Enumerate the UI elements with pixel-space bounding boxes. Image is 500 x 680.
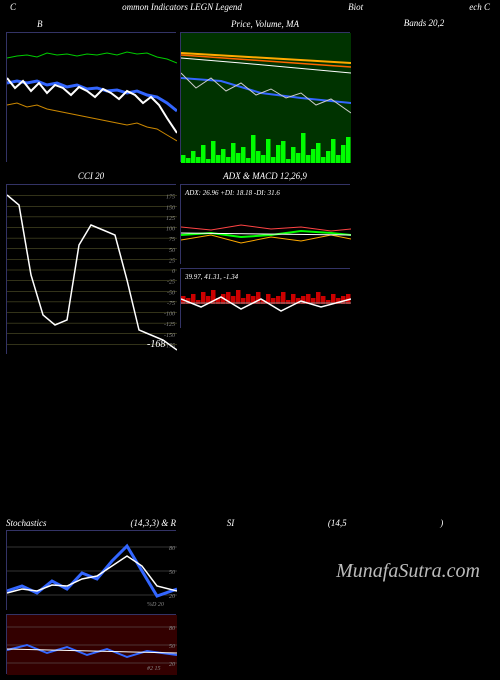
bollinger-title: B xyxy=(7,19,175,29)
svg-text:25: 25 xyxy=(169,258,175,264)
price-title: Price, Volume, MA xyxy=(181,19,349,29)
hdr-center: ommon Indicators LEGN Legend xyxy=(122,2,242,12)
svg-text:50: 50 xyxy=(169,570,175,576)
svg-text:-25: -25 xyxy=(167,280,175,286)
svg-text:-100: -100 xyxy=(164,312,175,318)
stoch-title-r: (14,3,3) & R xyxy=(131,518,177,528)
svg-text:-168: -168 xyxy=(147,339,165,350)
macd-chart: 39.97, 41.31, -1.34 xyxy=(180,268,350,328)
svg-text:-150: -150 xyxy=(164,333,175,339)
svg-text:0: 0 xyxy=(172,269,175,275)
price-chart: Price, Volume, MA xyxy=(180,32,350,162)
rsi-title-far: ) xyxy=(440,518,443,528)
rsi-chart: 80 50 20 #2 15 xyxy=(6,614,176,674)
rsi-title: SI xyxy=(227,518,235,528)
svg-text:100: 100 xyxy=(166,227,175,233)
svg-text:20: 20 xyxy=(169,662,175,668)
adx-title: ADX & MACD 12,26,9 xyxy=(181,171,349,181)
svg-text:-125: -125 xyxy=(164,322,175,328)
bollinger-chart: B xyxy=(6,32,176,162)
adx-chart: ADX & MACD 12,26,9 ADX: 26.96 +DI: 18.18… xyxy=(180,184,350,264)
stoch-title-l: Stochastics xyxy=(6,518,47,528)
hdr-right: ech C xyxy=(469,2,490,12)
stoch-chart: 80 50 20 %D 20 xyxy=(6,530,176,610)
svg-text:50: 50 xyxy=(169,644,175,650)
svg-text:39.97, 41.31, -1.34: 39.97, 41.31, -1.34 xyxy=(184,273,239,281)
cci-title: CCI 20 xyxy=(7,171,175,181)
svg-text:80: 80 xyxy=(169,626,175,632)
hdr-mid: Biot xyxy=(348,2,363,12)
bands-label: Bands 20,2 xyxy=(354,18,494,28)
svg-text:-75: -75 xyxy=(167,301,175,307)
cci-chart: CCI 20 1751501251007550250-25-50-75-100-… xyxy=(6,184,176,354)
svg-text:#2 15: #2 15 xyxy=(147,666,161,672)
svg-text:75: 75 xyxy=(169,237,175,243)
svg-text:ADX: 26.96 +DI: 18.18 -DI: 3: ADX: 26.96 +DI: 18.18 -DI: 31.6 xyxy=(184,189,280,197)
rsi-title-r: (14,5 xyxy=(328,518,347,528)
svg-text:50: 50 xyxy=(169,248,175,254)
watermark: MunafaSutra.com xyxy=(336,560,480,583)
hdr-left: C xyxy=(10,2,16,12)
svg-text:-50: -50 xyxy=(167,290,175,296)
svg-text:20: 20 xyxy=(169,594,175,600)
svg-text:%D 20: %D 20 xyxy=(147,602,164,608)
svg-text:80: 80 xyxy=(169,546,175,552)
svg-text:150: 150 xyxy=(166,205,175,211)
svg-text:175: 175 xyxy=(166,195,175,201)
svg-text:125: 125 xyxy=(166,216,175,222)
